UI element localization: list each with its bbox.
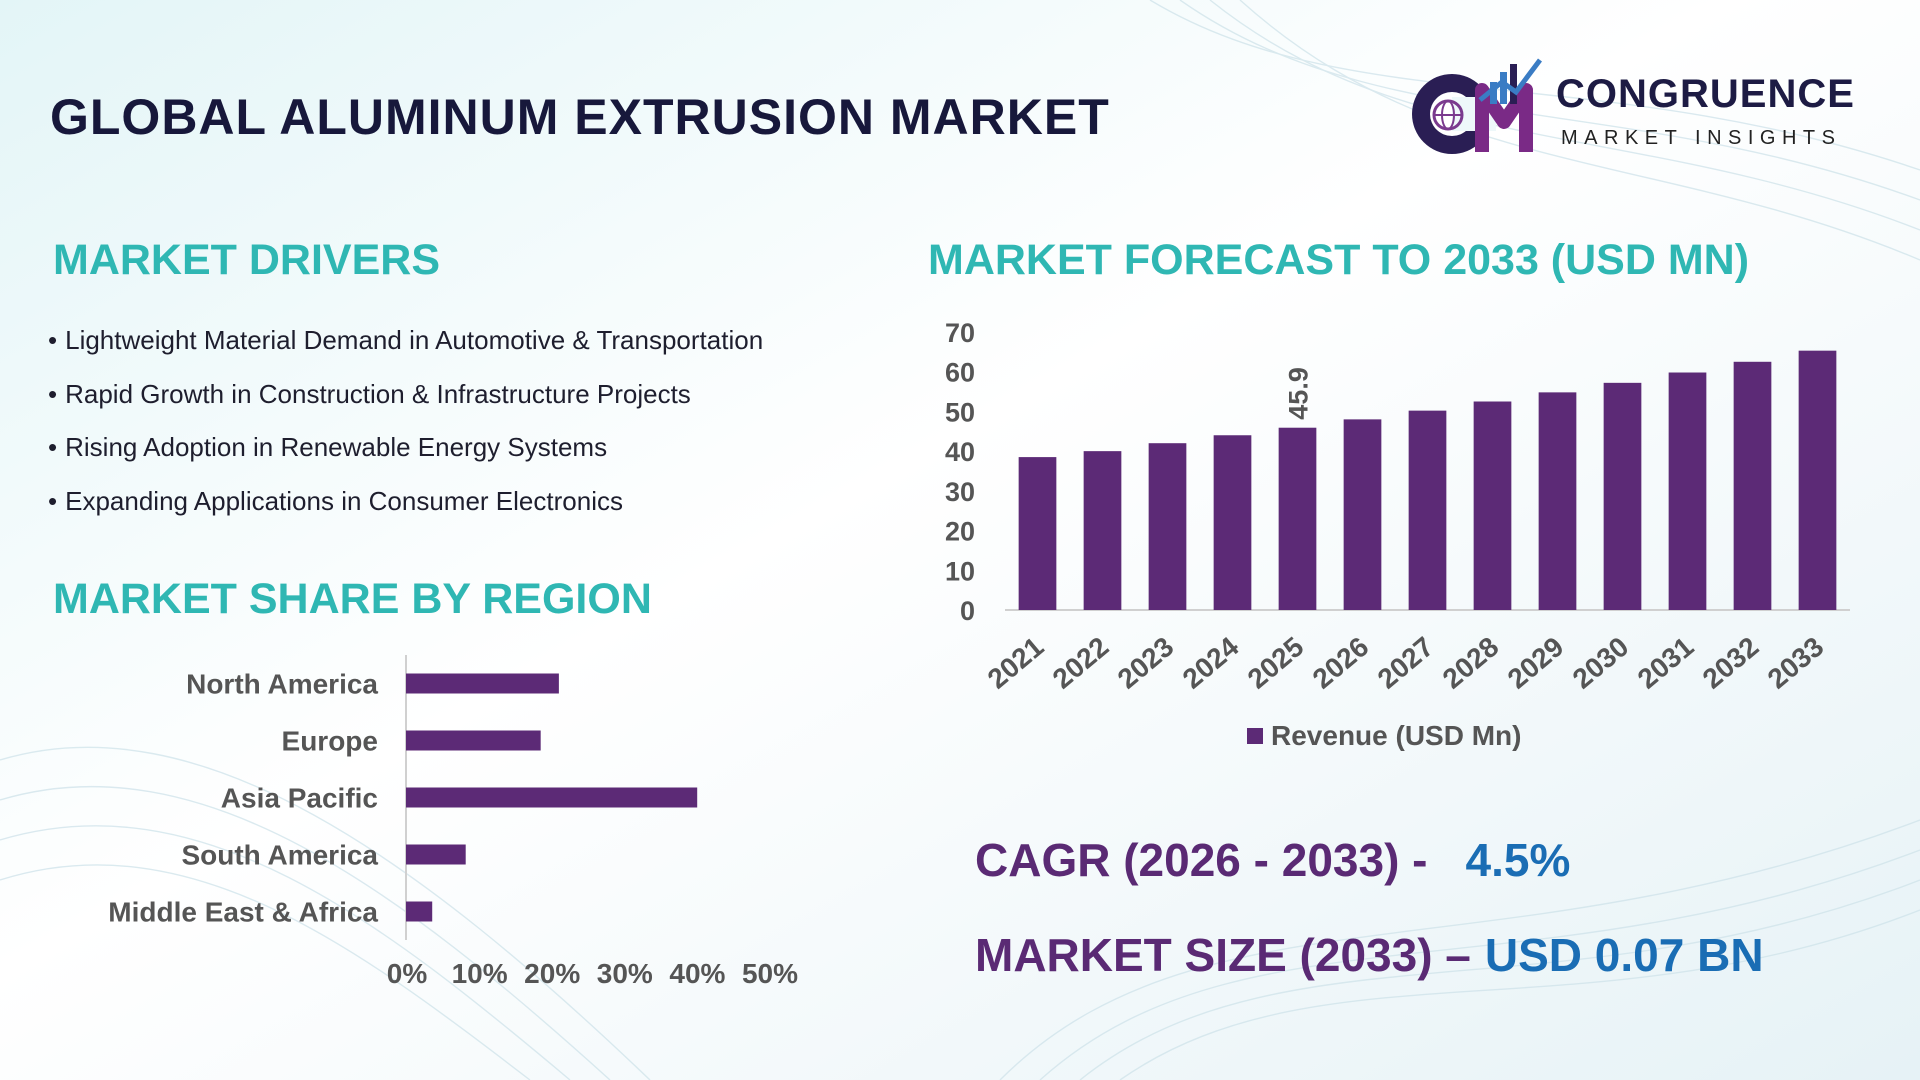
y-tick-label: 50 [945, 397, 975, 427]
market-size-kpi: MARKET SIZE (2033) – USD 0.07 BN [975, 928, 1764, 982]
bar-2025 [1278, 427, 1317, 610]
share-title: MARKET SHARE BY REGION [53, 575, 652, 623]
y-tick-label: 20 [945, 517, 975, 547]
bar-2026 [1343, 419, 1382, 610]
bullet-icon: • [48, 378, 58, 409]
cagr-value: 4.5% [1465, 834, 1571, 886]
bar-2030 [1603, 382, 1642, 610]
legend-label: Revenue (USD Mn) [1271, 720, 1521, 751]
y-tick-label: 40 [945, 437, 975, 467]
driver-item: • Expanding Applications in Consumer Elec… [48, 486, 763, 540]
driver-text: Expanding Applications in Consumer Elect… [65, 485, 623, 516]
drivers-list: • Lightweight Material Demand in Automoti… [48, 325, 763, 539]
region-label: Europe [282, 726, 378, 757]
bar-region [406, 730, 541, 751]
x-tick-label: 40% [669, 958, 725, 989]
bar-2032 [1733, 361, 1772, 610]
cagr-label: CAGR (2026 - 2033) - [975, 834, 1428, 886]
bar-region [406, 901, 433, 922]
bar-2023 [1148, 443, 1187, 610]
region-label: North America [186, 669, 378, 700]
legend-swatch [1247, 728, 1263, 744]
region-label: South America [181, 840, 378, 871]
x-tick-label: 30% [597, 958, 653, 989]
x-tick-label: 0% [387, 958, 428, 989]
driver-item: • Rapid Growth in Construction & Infrastr… [48, 379, 763, 433]
y-tick-label: 70 [945, 318, 975, 348]
bar-2024 [1213, 435, 1252, 610]
region-label: Middle East & Africa [108, 897, 378, 928]
bar-2027 [1408, 410, 1447, 610]
drivers-title: MARKET DRIVERS [53, 236, 441, 284]
x-tick-label: 20% [524, 958, 580, 989]
bar-region [406, 787, 698, 808]
bar-2031 [1668, 372, 1707, 610]
region-label: Asia Pacific [221, 783, 378, 814]
y-tick-label: 10 [945, 556, 975, 586]
bar-2029 [1538, 392, 1577, 610]
forecast-title: MARKET FORECAST TO 2033 (USD MN) [928, 236, 1750, 284]
driver-item: • Rising Adoption in Renewable Energy Sys… [48, 432, 763, 486]
company-logo: CONGRUENCE MARKET INSIGHTS [1402, 52, 1872, 162]
bar-region [406, 673, 559, 694]
x-tick-label: 10% [452, 958, 508, 989]
bar-2033 [1798, 350, 1837, 610]
bullet-icon: • [48, 485, 58, 516]
y-tick-label: 30 [945, 477, 975, 507]
logo-mark [1412, 58, 1542, 154]
driver-item: • Lightweight Material Demand in Automoti… [48, 325, 763, 379]
market-size-label: MARKET SIZE (2033) – [975, 929, 1471, 981]
driver-text: Rising Adoption in Renewable Energy Syst… [65, 432, 608, 462]
bullet-icon: • [48, 325, 58, 355]
driver-text: Lightweight Material Demand in Automotiv… [65, 325, 764, 355]
y-tick-label: 60 [945, 358, 975, 388]
data-label: 45.9 [1284, 367, 1314, 420]
bar-2021 [1018, 457, 1057, 610]
bullet-icon: • [48, 432, 58, 462]
bar-region [406, 844, 466, 865]
cagr-kpi: CAGR (2026 - 2033) - 4.5% [975, 833, 1570, 887]
logo-name: CONGRUENCE [1556, 72, 1855, 116]
bar-2028 [1473, 401, 1512, 610]
y-tick-label: 0 [960, 596, 975, 626]
driver-text: Rapid Growth in Construction & Infrastru… [65, 378, 691, 409]
logo-tagline: MARKET INSIGHTS [1561, 127, 1842, 149]
market-size-value: USD 0.07 BN [1484, 929, 1764, 981]
x-tick-label: 50% [742, 958, 798, 989]
page-title: GLOBAL ALUMINUM EXTRUSION MARKET [50, 89, 1110, 145]
bar-2022 [1083, 451, 1122, 610]
